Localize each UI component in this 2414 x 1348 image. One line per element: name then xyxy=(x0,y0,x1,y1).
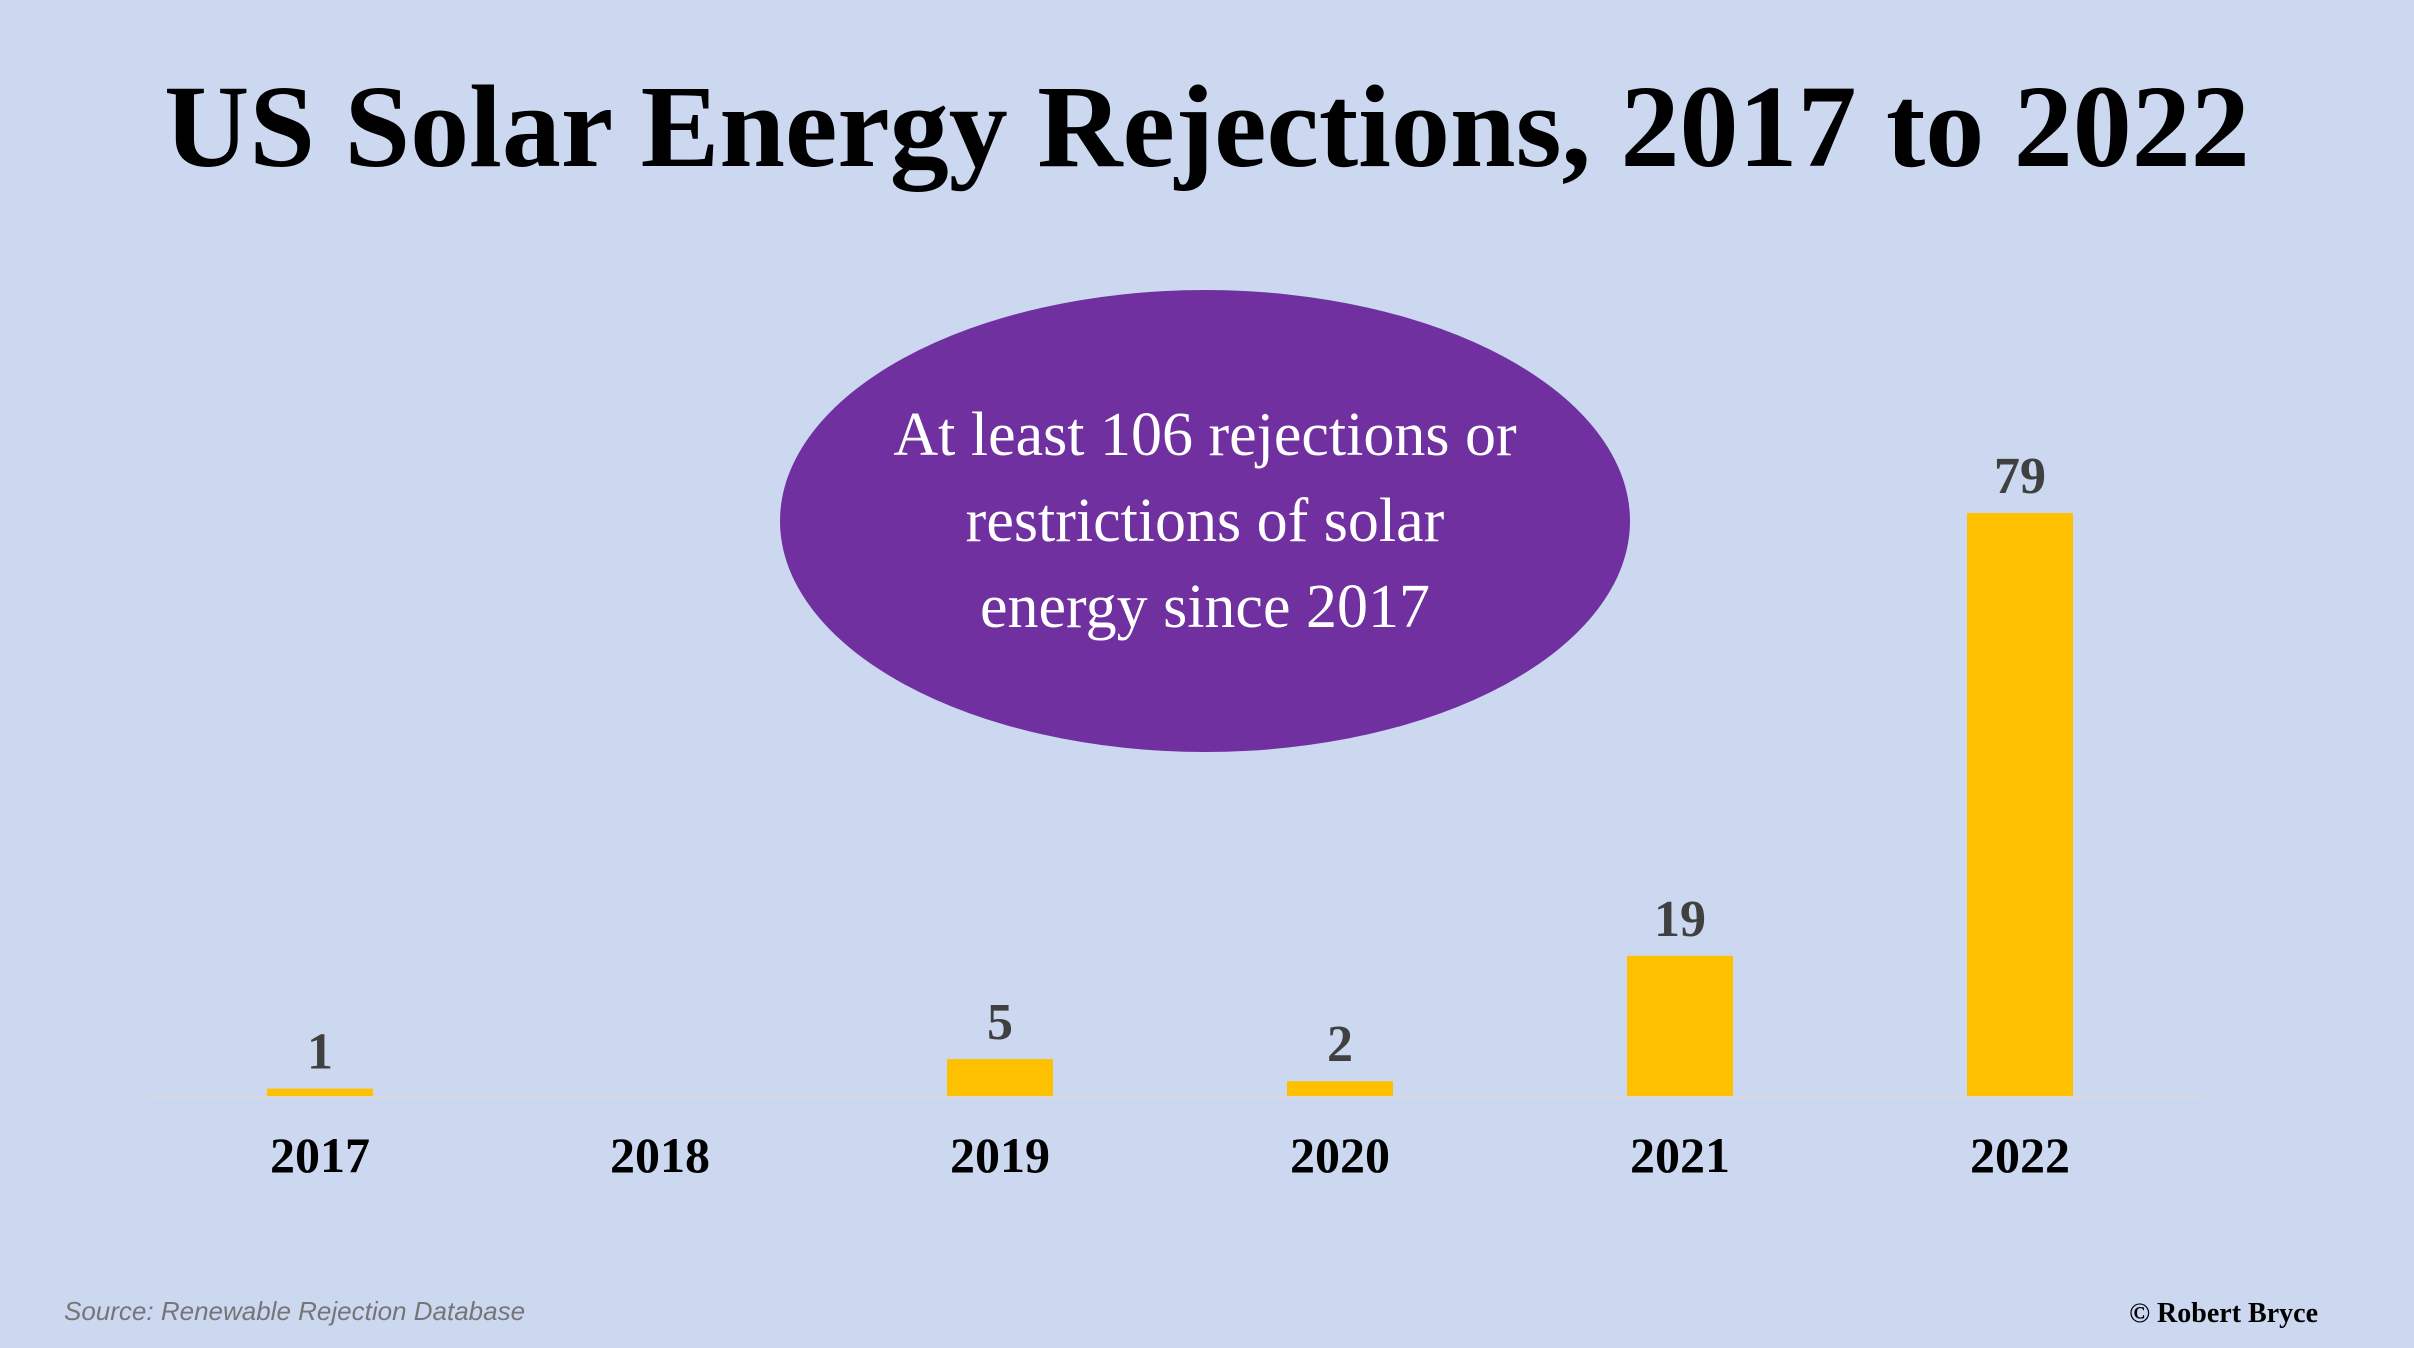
chart-title: US Solar Energy Rejections, 2017 to 2022 xyxy=(164,61,2250,192)
x-tick-label-2019: 2019 xyxy=(950,1127,1050,1183)
data-label-2019: 5 xyxy=(987,994,1013,1051)
bar-2017 xyxy=(267,1088,373,1096)
bar-2021 xyxy=(1627,955,1733,1096)
annotation-bubble: At least 106 rejections or restrictions … xyxy=(780,290,1630,752)
data-label-2017: 1 xyxy=(307,1024,333,1081)
x-tick-labels-group: 2017 2018 2019 2020 2021 2022 xyxy=(270,1127,2070,1183)
x-tick-label-2022: 2022 xyxy=(1970,1127,2070,1183)
data-label-2022: 79 xyxy=(1994,448,2046,505)
copyright-note: © Robert Bryce xyxy=(2129,1298,2318,1329)
x-tick-label-2017: 2017 xyxy=(270,1127,370,1183)
data-label-2020: 2 xyxy=(1327,1016,1353,1073)
x-tick-label-2020: 2020 xyxy=(1290,1127,1390,1183)
data-label-2021: 19 xyxy=(1654,891,1706,948)
bar-2022 xyxy=(1967,513,2073,1096)
bar-2020 xyxy=(1287,1081,1393,1096)
bars-group xyxy=(267,513,2073,1096)
x-tick-label-2018: 2018 xyxy=(610,1127,710,1183)
data-labels-group: 1 5 2 19 79 xyxy=(307,448,2046,1081)
x-tick-label-2021: 2021 xyxy=(1630,1127,1730,1183)
source-note: Source: Renewable Rejection Database xyxy=(64,1296,526,1326)
bar-2019 xyxy=(947,1059,1053,1096)
annotation-text: At least 106 rejections or restrictions … xyxy=(893,401,1517,641)
